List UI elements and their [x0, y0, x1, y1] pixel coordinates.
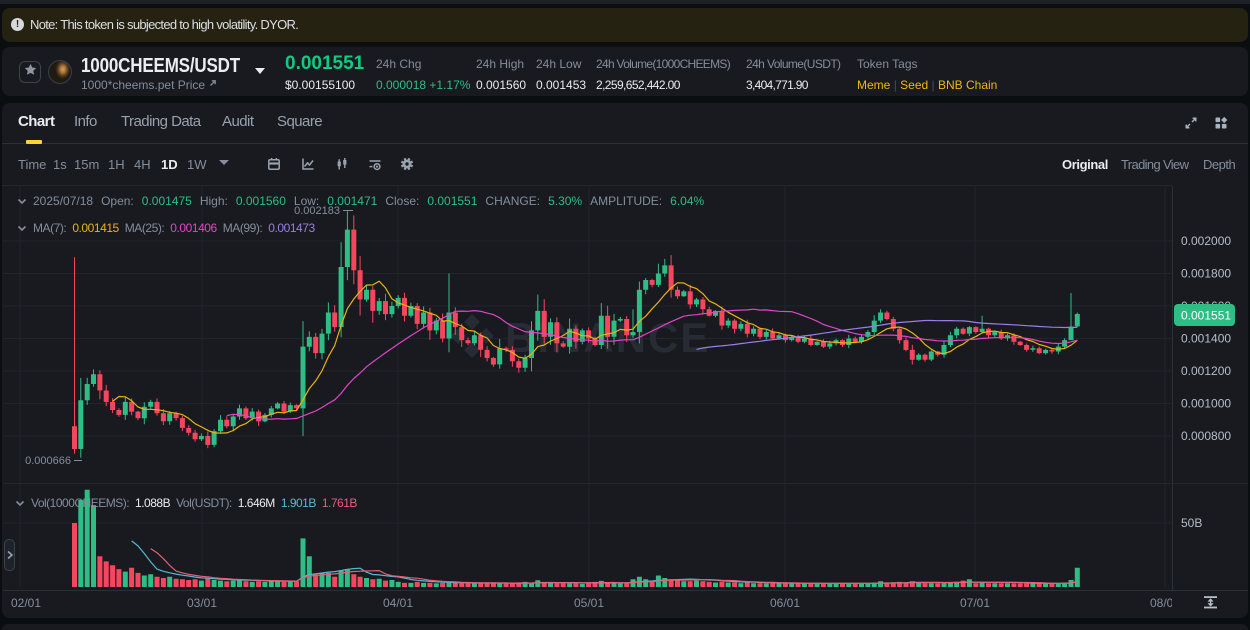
svg-text:0.002183: 0.002183 — [294, 205, 340, 217]
svg-text:02/01: 02/01 — [11, 596, 41, 610]
svg-text:0.001800: 0.001800 — [1181, 267, 1231, 281]
svg-text:0.002000: 0.002000 — [1181, 234, 1231, 248]
svg-text:0.000800: 0.000800 — [1181, 429, 1231, 443]
svg-text:04/01: 04/01 — [383, 596, 413, 610]
svg-text:05/01: 05/01 — [574, 596, 604, 610]
svg-text:07/01: 07/01 — [960, 596, 990, 610]
svg-text:0.001200: 0.001200 — [1181, 364, 1231, 378]
svg-text:0.000666: 0.000666 — [25, 455, 71, 467]
svg-text:0.001000: 0.001000 — [1181, 397, 1231, 411]
svg-text:03/01: 03/01 — [187, 596, 217, 610]
svg-text:0.001400: 0.001400 — [1181, 332, 1231, 346]
svg-text:50B: 50B — [1181, 516, 1202, 530]
svg-text:08/01: 08/01 — [1150, 596, 1180, 610]
svg-text:0.001551: 0.001551 — [1181, 309, 1231, 323]
svg-text:06/01: 06/01 — [770, 596, 800, 610]
